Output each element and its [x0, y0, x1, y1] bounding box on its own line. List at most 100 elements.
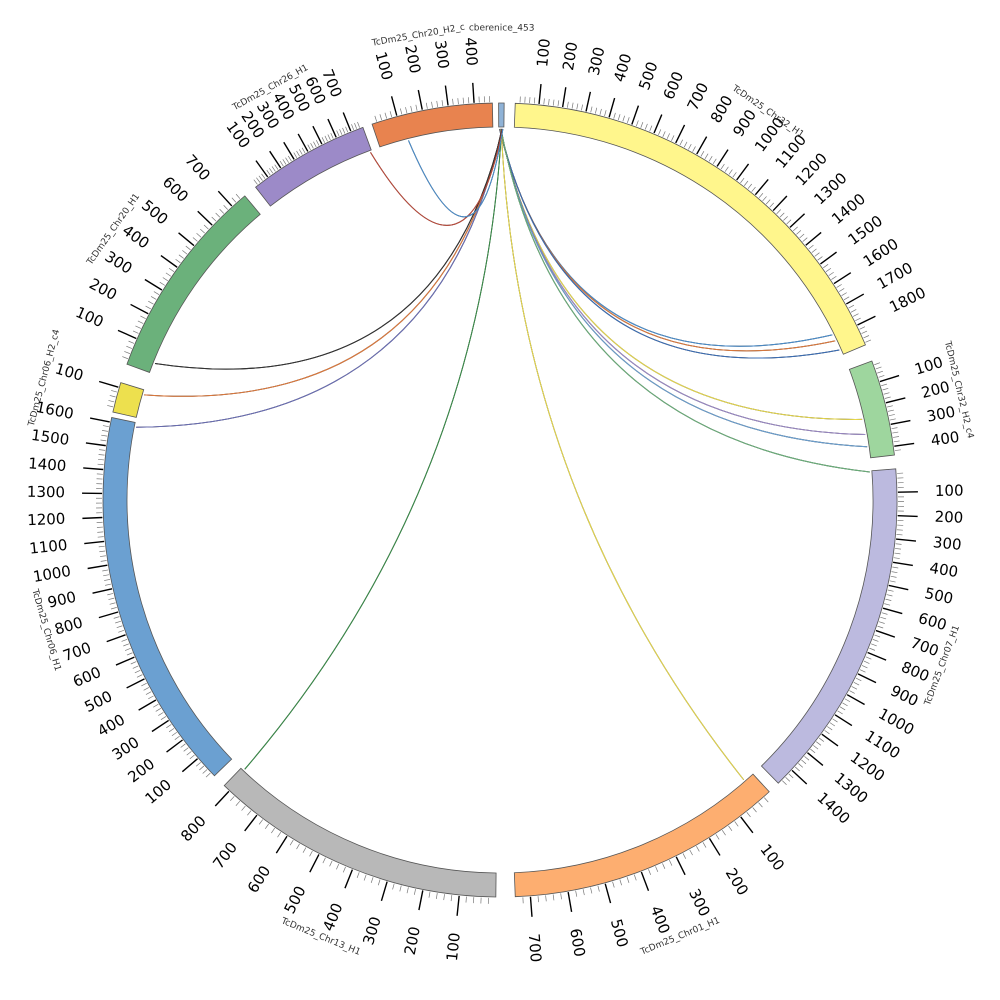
minor-tick — [111, 390, 118, 393]
tick-label: 300 — [585, 45, 609, 77]
minor-tick — [884, 603, 891, 606]
minor-tick — [712, 158, 717, 165]
major-tick — [772, 195, 788, 212]
minor-tick — [215, 212, 221, 218]
minor-tick — [452, 98, 454, 105]
minor-tick — [825, 267, 832, 273]
major-tick — [820, 251, 837, 265]
minor-tick — [98, 458, 105, 461]
tick-label: 900 — [888, 682, 922, 711]
major-tick — [890, 419, 911, 426]
minor-tick — [202, 769, 208, 774]
minor-tick — [808, 244, 814, 250]
tick-label: 100 — [912, 353, 945, 379]
minor-tick — [813, 745, 819, 750]
major-tick — [857, 673, 877, 684]
major-tick — [857, 315, 876, 326]
minor-tick — [720, 163, 725, 170]
minor-tick — [728, 169, 733, 175]
minor-tick — [99, 449, 106, 451]
major-tick — [879, 374, 900, 383]
major-tick — [244, 814, 258, 832]
minor-tick — [889, 580, 896, 583]
major-tick — [85, 442, 106, 447]
minor-tick — [425, 102, 428, 109]
minor-tick — [708, 156, 713, 162]
minor-tick — [132, 665, 139, 669]
minor-tick — [140, 315, 146, 319]
minor-tick — [827, 726, 833, 731]
tick-label: 400 — [319, 900, 346, 933]
minor-tick — [640, 121, 644, 128]
minor-tick — [235, 193, 241, 199]
minor-tick — [853, 313, 859, 317]
tick-label: 100 — [73, 303, 106, 331]
major-tick — [888, 584, 909, 591]
major-tick — [87, 564, 108, 570]
minor-tick — [309, 850, 313, 857]
major-tick — [708, 838, 721, 856]
minor-tick — [829, 722, 836, 727]
minor-tick — [715, 834, 720, 840]
tick-label: 200 — [559, 41, 581, 72]
major-tick — [653, 114, 663, 134]
minor-tick — [153, 291, 160, 296]
tick-label: 300 — [685, 886, 714, 920]
minor-tick — [626, 117, 630, 124]
minor-tick — [855, 317, 861, 322]
minor-tick — [724, 166, 729, 172]
minor-tick — [199, 765, 205, 771]
major-tick — [344, 869, 354, 889]
minor-tick — [848, 304, 855, 309]
minor-tick — [828, 271, 834, 276]
tick-label: 600 — [660, 69, 688, 102]
tick-label: 100 — [935, 481, 964, 500]
minor-tick — [189, 754, 195, 760]
segment-cberenice-453 — [498, 102, 505, 128]
tick-label: 500 — [923, 584, 955, 608]
major-tick — [82, 516, 103, 520]
major-tick — [567, 891, 573, 912]
tick-label: 800 — [52, 613, 85, 638]
minor-tick — [855, 677, 862, 682]
tick-label: 100 — [372, 50, 397, 82]
minor-tick — [313, 141, 317, 148]
tick-label: 1100 — [28, 536, 68, 558]
segment-tcdm25-chr32-h1 — [513, 102, 866, 355]
minor-tick — [336, 130, 340, 137]
major-tick — [197, 210, 213, 226]
segment-tcdm25-chr32-h2-c4 — [848, 360, 895, 459]
minor-tick — [832, 718, 838, 723]
minor-tick — [185, 245, 191, 251]
major-tick — [833, 272, 852, 285]
minor-tick — [186, 751, 192, 756]
tick-label: 1500 — [30, 426, 70, 449]
minor-tick — [831, 275, 837, 280]
minor-tick — [758, 193, 764, 199]
tick-label: 600 — [244, 862, 275, 896]
minor-tick — [877, 625, 884, 629]
minor-tick — [649, 125, 653, 132]
tick-label: 1000 — [32, 562, 73, 586]
minor-tick — [271, 827, 276, 834]
minor-tick — [413, 888, 416, 895]
minor-tick — [99, 555, 106, 557]
link — [499, 128, 863, 420]
minor-tick — [764, 797, 769, 803]
minor-tick — [622, 115, 625, 122]
tick-label: 500 — [82, 687, 116, 716]
minor-tick — [575, 890, 578, 897]
minor-tick — [377, 879, 381, 886]
minor-tick — [436, 100, 439, 107]
minor-tick — [837, 710, 843, 715]
tick-label: 200 — [124, 755, 158, 787]
major-tick — [117, 329, 137, 340]
minor-tick — [548, 98, 550, 106]
minor-tick — [883, 392, 890, 395]
major-tick — [444, 85, 449, 106]
minor-tick — [878, 375, 885, 378]
tick-label: 600 — [159, 173, 192, 206]
minor-tick — [165, 272, 172, 277]
segment-tcdm25-chr13-h1 — [223, 767, 497, 898]
minor-tick — [321, 137, 326, 143]
